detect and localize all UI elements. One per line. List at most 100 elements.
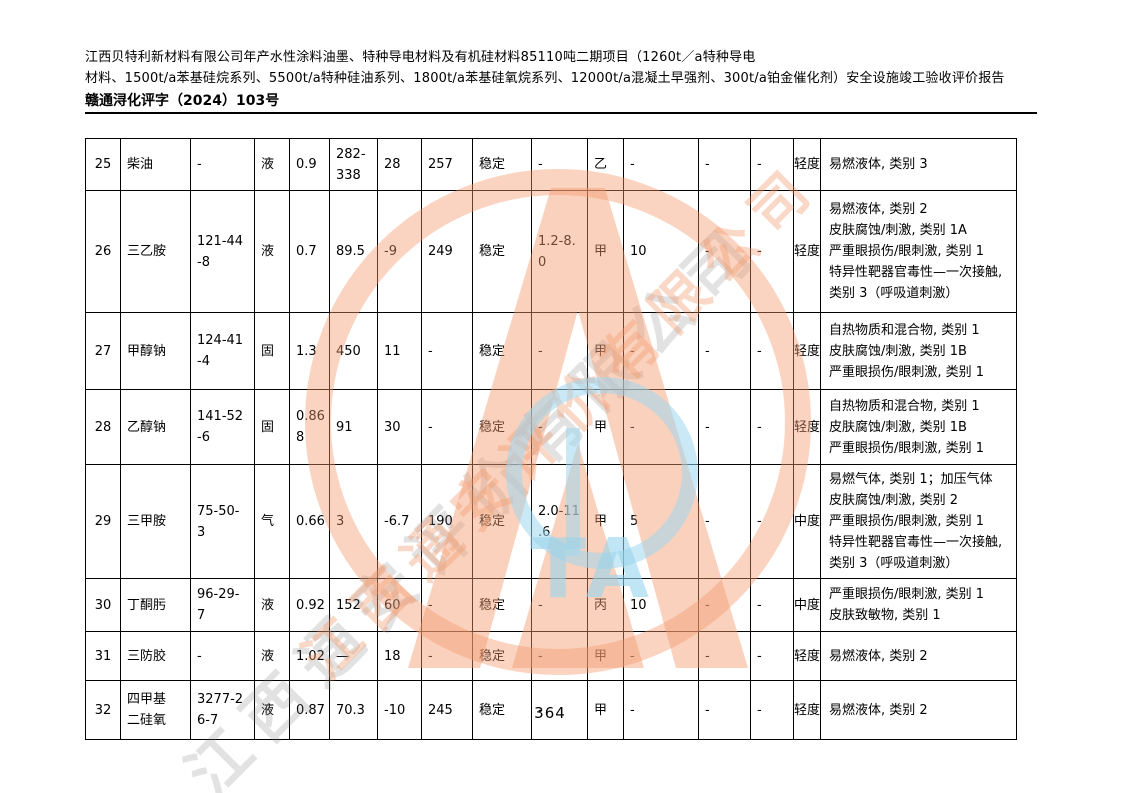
cell-explosive-limit: - xyxy=(531,680,588,740)
table-row: 30 丁酮肟 96-29- 7 液 0.92 152 60 - 稳定 - 丙 1… xyxy=(85,578,1017,632)
cell-cas-number: - xyxy=(190,631,255,681)
cell-explosive-limit: - xyxy=(531,578,588,632)
cell-flash-point: 28 xyxy=(377,138,422,191)
cell-boiling-point: — xyxy=(329,631,378,681)
table-row: 31 三防胶 - 液 1.02 — 18 - 稳定 - 甲 - - - 轻度 易… xyxy=(85,631,1017,681)
cell-boiling-point: 3 xyxy=(329,464,378,579)
table-row: 27 甲醇钠 124-41 -4 固 1.3 450 11 - 稳定 - 甲 -… xyxy=(85,312,1017,390)
cell-cas-number: 141-52 -6 xyxy=(190,389,255,465)
cell-exposure-limit: - xyxy=(623,312,699,390)
cell-state: 气 xyxy=(254,464,290,579)
cell-hazard-classification: 易燃液体, 类别 2 xyxy=(820,631,1017,681)
cell-dash-1: - xyxy=(698,680,751,740)
cell-index: 27 xyxy=(85,312,121,390)
cell-hazard-classification: 自热物质和混合物, 类别 1 皮肤腐蚀/刺激, 类别 1B 严重眼损伤/眼刺激,… xyxy=(820,389,1017,465)
cell-density: 0.92 xyxy=(289,578,330,632)
cell-stability: 稳定 xyxy=(472,138,532,191)
cell-dash-2: - xyxy=(750,680,794,740)
cell-density: 1.3 xyxy=(289,312,330,390)
cell-index: 31 xyxy=(85,631,121,681)
cell-density: 0.87 xyxy=(289,680,330,740)
cell-boiling-point: 91 xyxy=(329,389,378,465)
cell-flash-point: 60 xyxy=(377,578,422,632)
cell-chemical-name: 丁酮肟 xyxy=(120,578,191,632)
cell-fire-category: 甲 xyxy=(587,312,624,390)
cell-explosive-limit: - xyxy=(531,389,588,465)
cell-exposure-limit: 10 xyxy=(623,190,699,313)
cell-hazard-degree: 轻度 xyxy=(793,190,821,313)
report-title-line-2: 材料、1500t/a苯基硅烷系列、5500t/a特种硅油系列、1800t/a苯基… xyxy=(85,71,1005,86)
cell-cas-number: 124-41 -4 xyxy=(190,312,255,390)
cell-density: 0.66 xyxy=(289,464,330,579)
cell-fire-category: 甲 xyxy=(587,631,624,681)
cell-stability: 稳定 xyxy=(472,578,532,632)
cell-state: 液 xyxy=(254,138,290,191)
cell-ignition-temp: - xyxy=(421,389,473,465)
cell-ignition-temp: 190 xyxy=(421,464,473,579)
cell-exposure-limit: - xyxy=(623,138,699,191)
cell-chemical-name: 三甲胺 xyxy=(120,464,191,579)
cell-hazard-classification: 易燃气体, 类别 1；加压气体 皮肤腐蚀/刺激, 类别 2 严重眼损伤/眼刺激,… xyxy=(820,464,1017,579)
cell-stability: 稳定 xyxy=(472,680,532,740)
cell-boiling-point: 450 xyxy=(329,312,378,390)
cell-dash-2: - xyxy=(750,190,794,313)
cell-dash-2: - xyxy=(750,312,794,390)
chemical-properties-table: 25 柴油 - 液 0.9 282- 338 28 257 稳定 - 乙 - -… xyxy=(85,138,1017,740)
cell-chemical-name: 四甲基 二硅氧 xyxy=(120,680,191,740)
cell-density: 1.02 xyxy=(289,631,330,681)
table-row: 26 三乙胺 121-44 -8 液 0.7 89.5 -9 249 稳定 1.… xyxy=(85,190,1017,313)
cell-explosive-limit: - xyxy=(531,138,588,191)
cell-cas-number: 3277-2 6-7 xyxy=(190,680,255,740)
report-header: 江西贝特利新材料有限公司年产水性涂料油墨、特种导电材料及有机硅材料85110吨二… xyxy=(85,47,1040,112)
cell-hazard-degree: 轻度 xyxy=(793,631,821,681)
cell-ignition-temp: 257 xyxy=(421,138,473,191)
cell-dash-1: - xyxy=(698,138,751,191)
report-doc-number: 赣通浔化评字（2024）103号 xyxy=(85,93,280,109)
cell-index: 28 xyxy=(85,389,121,465)
report-title-line-1: 江西贝特利新材料有限公司年产水性涂料油墨、特种导电材料及有机硅材料85110吨二… xyxy=(85,50,756,65)
cell-ignition-temp: 249 xyxy=(421,190,473,313)
cell-stability: 稳定 xyxy=(472,389,532,465)
cell-dash-2: - xyxy=(750,138,794,191)
cell-boiling-point: 282- 338 xyxy=(329,138,378,191)
cell-fire-category: 甲 xyxy=(587,464,624,579)
cell-state: 液 xyxy=(254,190,290,313)
cell-index: 32 xyxy=(85,680,121,740)
cell-index: 26 xyxy=(85,190,121,313)
cell-dash-1: - xyxy=(698,389,751,465)
table-row: 29 三甲胺 75-50- 3 气 0.66 3 -6.7 190 稳定 2.0… xyxy=(85,464,1017,579)
cell-cas-number: 121-44 -8 xyxy=(190,190,255,313)
cell-dash-1: - xyxy=(698,631,751,681)
cell-state: 固 xyxy=(254,389,290,465)
cell-density: 0.86 8 xyxy=(289,389,330,465)
cell-hazard-classification: 自热物质和混合物, 类别 1 皮肤腐蚀/刺激, 类别 1B 严重眼损伤/眼刺激,… xyxy=(820,312,1017,390)
cell-exposure-limit: - xyxy=(623,631,699,681)
cell-hazard-degree: 轻度 xyxy=(793,138,821,191)
cell-state: 液 xyxy=(254,631,290,681)
cell-chemical-name: 柴油 xyxy=(120,138,191,191)
cell-dash-2: - xyxy=(750,464,794,579)
cell-flash-point: 30 xyxy=(377,389,422,465)
cell-boiling-point: 70.3 xyxy=(329,680,378,740)
cell-fire-category: 乙 xyxy=(587,138,624,191)
cell-dash-2: - xyxy=(750,631,794,681)
cell-dash-2: - xyxy=(750,578,794,632)
cell-ignition-temp: - xyxy=(421,631,473,681)
cell-dash-2: - xyxy=(750,389,794,465)
cell-explosive-limit: - xyxy=(531,631,588,681)
cell-exposure-limit: 5 xyxy=(623,464,699,579)
cell-fire-category: 甲 xyxy=(587,389,624,465)
cell-cas-number: 96-29- 7 xyxy=(190,578,255,632)
cell-fire-category: 丙 xyxy=(587,578,624,632)
page-number: 364 xyxy=(534,704,566,722)
cell-flash-point: -6.7 xyxy=(377,464,422,579)
cell-chemical-name: 三乙胺 xyxy=(120,190,191,313)
table-row: 28 乙醇钠 141-52 -6 固 0.86 8 91 30 - 稳定 - 甲… xyxy=(85,389,1017,465)
table-row: 25 柴油 - 液 0.9 282- 338 28 257 稳定 - 乙 - -… xyxy=(85,138,1017,191)
cell-exposure-limit: - xyxy=(623,680,699,740)
cell-exposure-limit: - xyxy=(623,389,699,465)
cell-index: 30 xyxy=(85,578,121,632)
chemical-table-container: 25 柴油 - 液 0.9 282- 338 28 257 稳定 - 乙 - -… xyxy=(85,138,1017,740)
header-divider xyxy=(85,112,1037,114)
